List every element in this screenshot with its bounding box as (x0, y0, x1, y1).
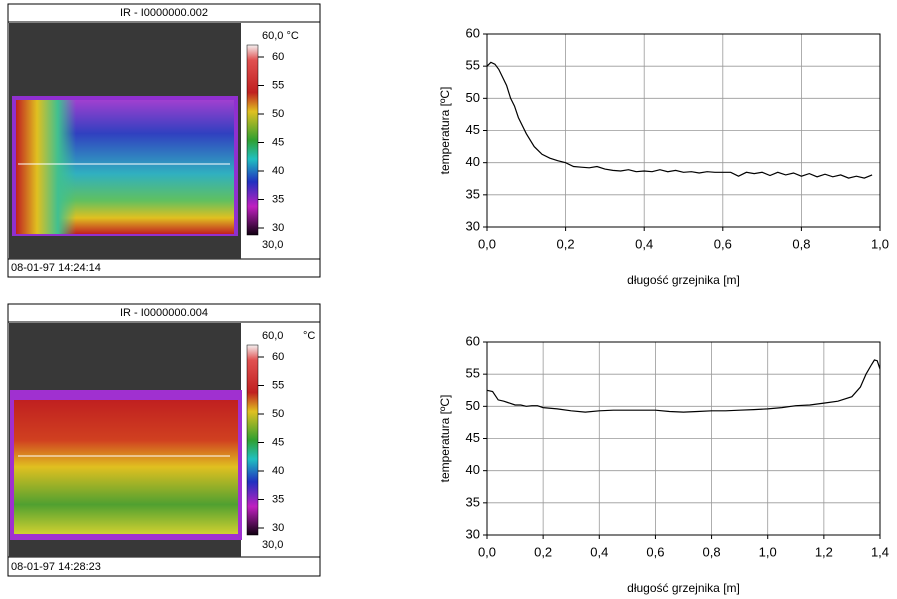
plot-frame (486, 341, 881, 536)
y-tick-label: 50 (466, 90, 480, 105)
timestamp: 08-01-97 14:24:14 (11, 262, 101, 274)
thermogram: 60,0 °C 30,0 IR - I0000000.002 08-01-97 … (7, 3, 321, 278)
scale-min: 30,0 (262, 539, 283, 551)
scale-tick-label: 45 (272, 136, 284, 148)
color-bar (246, 44, 259, 236)
data-line (486, 359, 881, 413)
x-tick-label: 0,0 (478, 544, 496, 559)
x-tick-label: 1,4 (871, 544, 889, 559)
plot-frame (486, 33, 881, 228)
y-tick-label: 30 (466, 218, 480, 233)
scale-max: 60,0 °C (262, 30, 299, 42)
scale-tick-label: 30 (272, 222, 284, 234)
scale-min: 30,0 (262, 239, 283, 251)
y-tick-label: 55 (466, 58, 480, 73)
x-tick-label: 0,6 (646, 544, 664, 559)
data-line (486, 61, 873, 179)
x-tick-label: 0,8 (703, 544, 721, 559)
y-tick-label: 60 (466, 25, 480, 40)
y-tick-label: 60 (466, 333, 480, 348)
scale-tick-label: 40 (272, 165, 284, 177)
x-tick-label: 1,0 (871, 236, 889, 251)
x-tick-label: 0,6 (714, 236, 732, 251)
scale-tick-label: 35 (272, 193, 284, 205)
ir-region (16, 100, 76, 234)
y-tick-label: 45 (466, 122, 480, 137)
y-axis-label: temperatura [ºC] (438, 395, 452, 483)
x-axis-label: długość grzejnika [m] (627, 273, 740, 287)
timestamp: 08-01-97 14:28:23 (11, 561, 101, 573)
y-tick-label: 30 (466, 526, 480, 541)
scale-tick-label: 40 (272, 465, 284, 477)
scale-tick-label: 60 (272, 351, 284, 363)
x-tick-label: 0,2 (557, 236, 575, 251)
x-tick-label: 1,2 (815, 544, 833, 559)
thermo-title: IR - I0000000.004 (120, 307, 208, 319)
y-tick-label: 40 (466, 154, 480, 169)
scale-tick-label: 30 (272, 522, 284, 534)
scale-tick-label: 50 (272, 108, 284, 120)
y-tick-label: 35 (466, 186, 480, 201)
scale-tick-label: 55 (272, 379, 284, 391)
x-tick-label: 0,0 (478, 236, 496, 251)
scale-unit: °C (303, 330, 315, 342)
thermogram: 60,0 °C 30,0 IR - I0000000.004 08-01-97 … (7, 303, 321, 577)
x-axis-label: długość grzejnika [m] (627, 581, 740, 595)
x-tick-label: 0,2 (534, 544, 552, 559)
scale-tick-label: 35 (272, 493, 284, 505)
y-tick-label: 50 (466, 398, 480, 413)
scale-tick-label: 50 (272, 408, 284, 420)
y-tick-label: 35 (466, 494, 480, 509)
x-tick-label: 1,0 (759, 544, 777, 559)
scale-tick-label: 55 (272, 79, 284, 91)
y-tick-label: 55 (466, 366, 480, 381)
ir-region (14, 400, 238, 534)
thermo-title: IR - I0000000.002 (120, 7, 208, 19)
scale-max: 60,0 (262, 330, 283, 342)
scale-tick-label: 60 (272, 51, 284, 63)
color-bar (246, 344, 259, 536)
y-axis-label: temperatura [ºC] (438, 87, 452, 175)
y-tick-label: 45 (466, 430, 480, 445)
x-tick-label: 0,4 (635, 236, 653, 251)
x-tick-label: 0,8 (792, 236, 810, 251)
y-tick-label: 40 (466, 462, 480, 477)
scale-tick-label: 45 (272, 436, 284, 448)
x-tick-label: 0,4 (590, 544, 608, 559)
